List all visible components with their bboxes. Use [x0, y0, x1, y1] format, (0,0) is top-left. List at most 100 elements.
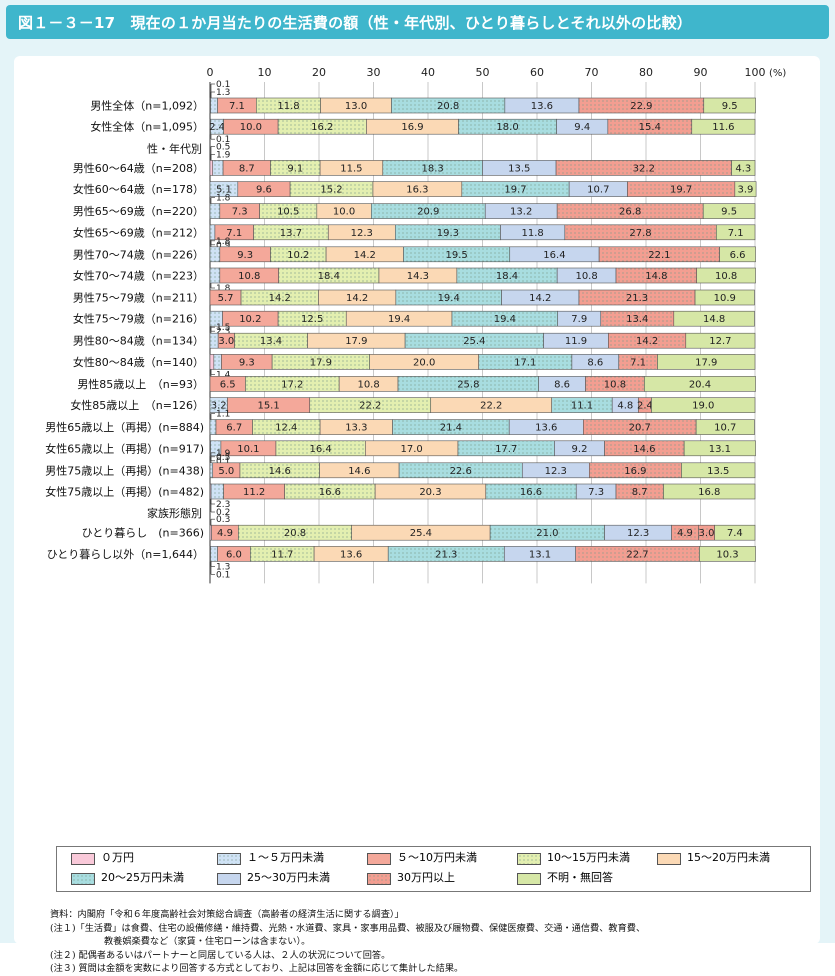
data-label: 11.1 — [571, 401, 593, 412]
legend-swatch — [367, 873, 391, 885]
data-label: 13.6 — [531, 101, 553, 112]
bar-segment — [209, 224, 216, 241]
data-label: 13.1 — [529, 549, 551, 560]
data-label: 14.2 — [346, 293, 368, 304]
small-value-label: 1.8 — [216, 194, 231, 204]
bar-segment — [210, 97, 218, 114]
small-value-label: 0.5 — [216, 453, 230, 463]
data-label: 13.5 — [707, 466, 729, 477]
legend-label: ０万円 — [101, 851, 134, 864]
row-label: ひとり暮らし (n=366) — [82, 526, 204, 540]
source-note: 資料：内閣府「令和６年度高齢社会対策総合調査（高齢者の経済生活に関する調査）」 — [50, 909, 404, 920]
data-label: 7.4 — [727, 528, 743, 539]
data-label: 13.4 — [626, 314, 648, 325]
data-label: 12.3 — [351, 228, 373, 239]
bar-segment — [657, 354, 756, 370]
data-label: 22.2 — [359, 401, 381, 412]
row-label: 男性65歳以上（再掲）(n=884) — [45, 420, 204, 434]
data-label: 7.1 — [226, 228, 242, 239]
data-label: 27.8 — [629, 228, 651, 239]
legend-label: ５～10万円未満 — [397, 851, 477, 864]
row-label: 男性80～84歳（n=134） — [73, 334, 204, 348]
data-label: 19.7 — [670, 185, 692, 196]
small-value-label: 2.3 — [216, 327, 230, 337]
bar-segment — [683, 440, 756, 457]
notes: 資料：内閣府「令和６年度高齢社会対策総合調査（高齢者の経済生活に関する調査）」 … — [50, 908, 830, 976]
data-label: 11.2 — [243, 487, 265, 498]
row-label: 女性80～84歳（n=140） — [73, 355, 204, 369]
data-label: 7.1 — [630, 357, 646, 368]
data-label: 9.5 — [722, 101, 738, 112]
data-label: 5.7 — [218, 293, 234, 304]
data-label: 19.3 — [437, 228, 459, 239]
row-label: 男性70～74歳（n=226） — [73, 247, 204, 261]
data-label: 20.3 — [419, 487, 441, 498]
data-label: 6.6 — [730, 250, 746, 261]
note-2: (注２) 配偶者あるいはパートナーと同居している人は、２人の状況について回答。 — [50, 949, 391, 961]
bar-segment — [209, 462, 214, 479]
legend-swatch — [71, 853, 95, 865]
data-label: 17.2 — [281, 379, 303, 390]
note-1-continued: 教養娯楽費など（家賃・住宅ローンは含まない）。 — [104, 936, 311, 948]
small-value-label: 0.3 — [216, 515, 230, 525]
data-label: 22.7 — [626, 549, 648, 560]
row-label: 女性全体（n=1,095） — [90, 120, 204, 134]
data-label: 16.4 — [310, 444, 332, 455]
data-label: 8.7 — [632, 487, 648, 498]
legend-swatch — [517, 873, 541, 885]
title-bar: 図１－３－17 現在の１か月当たりの生活費の額（性・年代別、ひとり暮らしとそれ以… — [6, 5, 829, 39]
data-label: 10.8 — [575, 271, 597, 282]
small-value-label: 1.3 — [216, 88, 230, 98]
data-label: 22.2 — [480, 401, 502, 412]
data-label: 7.1 — [728, 228, 744, 239]
data-label: 16.9 — [624, 466, 646, 477]
row-label: 男性全体（n=1,092） — [90, 99, 204, 113]
small-value-label: 0.1 — [216, 80, 230, 90]
x-tick-label: 40 — [421, 66, 435, 79]
data-label: 19.0 — [692, 401, 714, 412]
legend-swatch — [217, 853, 241, 865]
data-label: 20.9 — [417, 207, 439, 218]
data-label: 10.8 — [604, 379, 626, 390]
data-label: 13.0 — [345, 101, 367, 112]
row-label: 男性75～79歳（n=211） — [73, 291, 204, 305]
data-label: 10.3 — [716, 549, 738, 560]
figure-title: 図１－３－17 現在の１か月当たりの生活費の額（性・年代別、ひとり暮らしとそれ以… — [18, 14, 692, 32]
bar-segment — [681, 462, 756, 479]
data-label: 13.1 — [709, 444, 731, 455]
bar-segment — [209, 332, 219, 349]
data-label: 14.6 — [348, 466, 370, 477]
data-label: 20.8 — [437, 101, 459, 112]
data-label: 10.2 — [239, 314, 261, 325]
data-label: 14.2 — [354, 250, 376, 261]
data-label: 12.4 — [275, 423, 297, 434]
data-label: 13.2 — [510, 207, 532, 218]
data-label: 20.0 — [413, 357, 435, 368]
x-tick-label: 10 — [258, 66, 272, 79]
data-label: 17.9 — [345, 336, 367, 347]
legend: ０万円 １～５万円未満 ５～10万円未満 10～15万円未満 15～20万円未満 20～2… — [56, 846, 811, 892]
data-label: 21.4 — [440, 423, 462, 434]
data-label: 19.7 — [504, 185, 526, 196]
group-heading: 家族形態別 — [147, 506, 202, 520]
data-label: 3.0 — [699, 528, 715, 539]
data-label: 17.7 — [495, 444, 517, 455]
small-value-label: 1.9 — [216, 449, 231, 459]
bar-segment — [213, 354, 222, 370]
row-label: 女性70～74歳（n=223） — [73, 269, 204, 283]
bar-segment — [209, 246, 221, 263]
x-tick-label: 60 — [530, 66, 544, 79]
data-label: 15.2 — [320, 185, 342, 196]
data-label: 17.1 — [514, 357, 536, 368]
bar-segment — [719, 246, 756, 263]
data-label: 3.2 — [211, 401, 227, 412]
x-tick-label: 0 — [207, 66, 214, 79]
bar-segment — [691, 118, 756, 135]
data-label: 3.0 — [218, 336, 234, 347]
data-label: 15.1 — [257, 401, 279, 412]
bar-segment — [714, 524, 756, 541]
legend-label: 10～15万円未満 — [547, 851, 630, 864]
small-value-label: 2.3 — [216, 500, 230, 510]
data-label: 21.0 — [536, 528, 558, 539]
data-label: 14.6 — [633, 444, 655, 455]
